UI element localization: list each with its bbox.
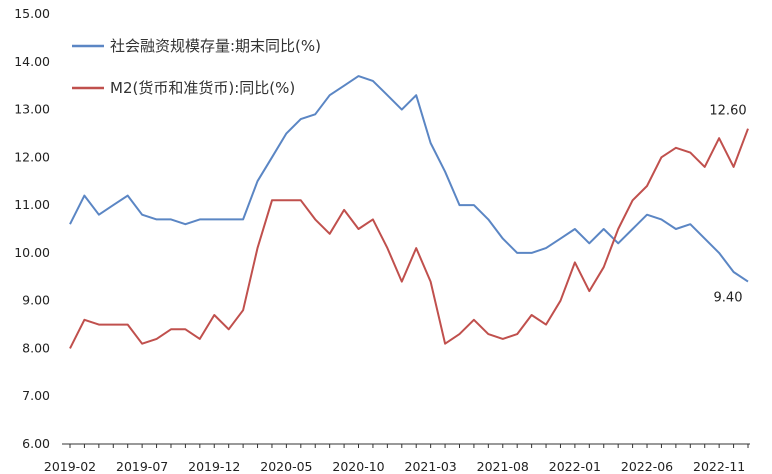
- legend: 社会融资规模存量:期末同比(%) M2(货币和准货币):同比(%): [72, 37, 321, 97]
- x-tick-label: 2020-10: [332, 459, 384, 474]
- data-labels: 12.60 9.40: [709, 104, 746, 306]
- y-tick-label: 15.00: [14, 6, 50, 21]
- y-tick-label: 10.00: [14, 245, 50, 260]
- y-tick-label: 6.00: [22, 436, 50, 451]
- x-tick-label: 2022-06: [621, 459, 673, 474]
- data-label: 9.40: [714, 291, 743, 306]
- y-tick-label: 8.00: [22, 340, 50, 355]
- series-layer: [69, 75, 749, 349]
- x-tick-label: 2022-11: [693, 459, 745, 474]
- y-tick-label: 14.00: [14, 54, 50, 69]
- x-tick-label: 2022-01: [549, 459, 601, 474]
- series-line-2: [69, 128, 749, 349]
- y-tick-label: 12.00: [14, 149, 50, 164]
- legend-label: 社会融资规模存量:期末同比(%): [110, 37, 321, 55]
- y-tick-label: 9.00: [22, 293, 50, 308]
- y-tick-label: 13.00: [14, 102, 50, 117]
- x-tick-label: 2021-03: [405, 459, 457, 474]
- y-tick-label: 7.00: [22, 388, 50, 403]
- y-axis-tick-labels: 6.00 7.00 8.00 9.00 10.00 11.00 12.00 13.00 14.0…: [14, 6, 50, 451]
- x-tick-label: 2019-02: [44, 459, 96, 474]
- x-tick-label: 2021-08: [477, 459, 529, 474]
- y-tick-label: 11.00: [14, 197, 50, 212]
- x-tick-label: 2020-05: [260, 459, 312, 474]
- x-tick-label: 2019-12: [188, 459, 240, 474]
- legend-label: M2(货币和准货币):同比(%): [110, 79, 295, 97]
- data-label: 12.60: [709, 104, 746, 119]
- x-tick-label: 2019-07: [116, 459, 168, 474]
- series-line-1: [69, 75, 749, 283]
- x-axis-ticks: 2019-02 2019-07 2019-12 2020-05 2020-10 2021-…: [44, 444, 749, 474]
